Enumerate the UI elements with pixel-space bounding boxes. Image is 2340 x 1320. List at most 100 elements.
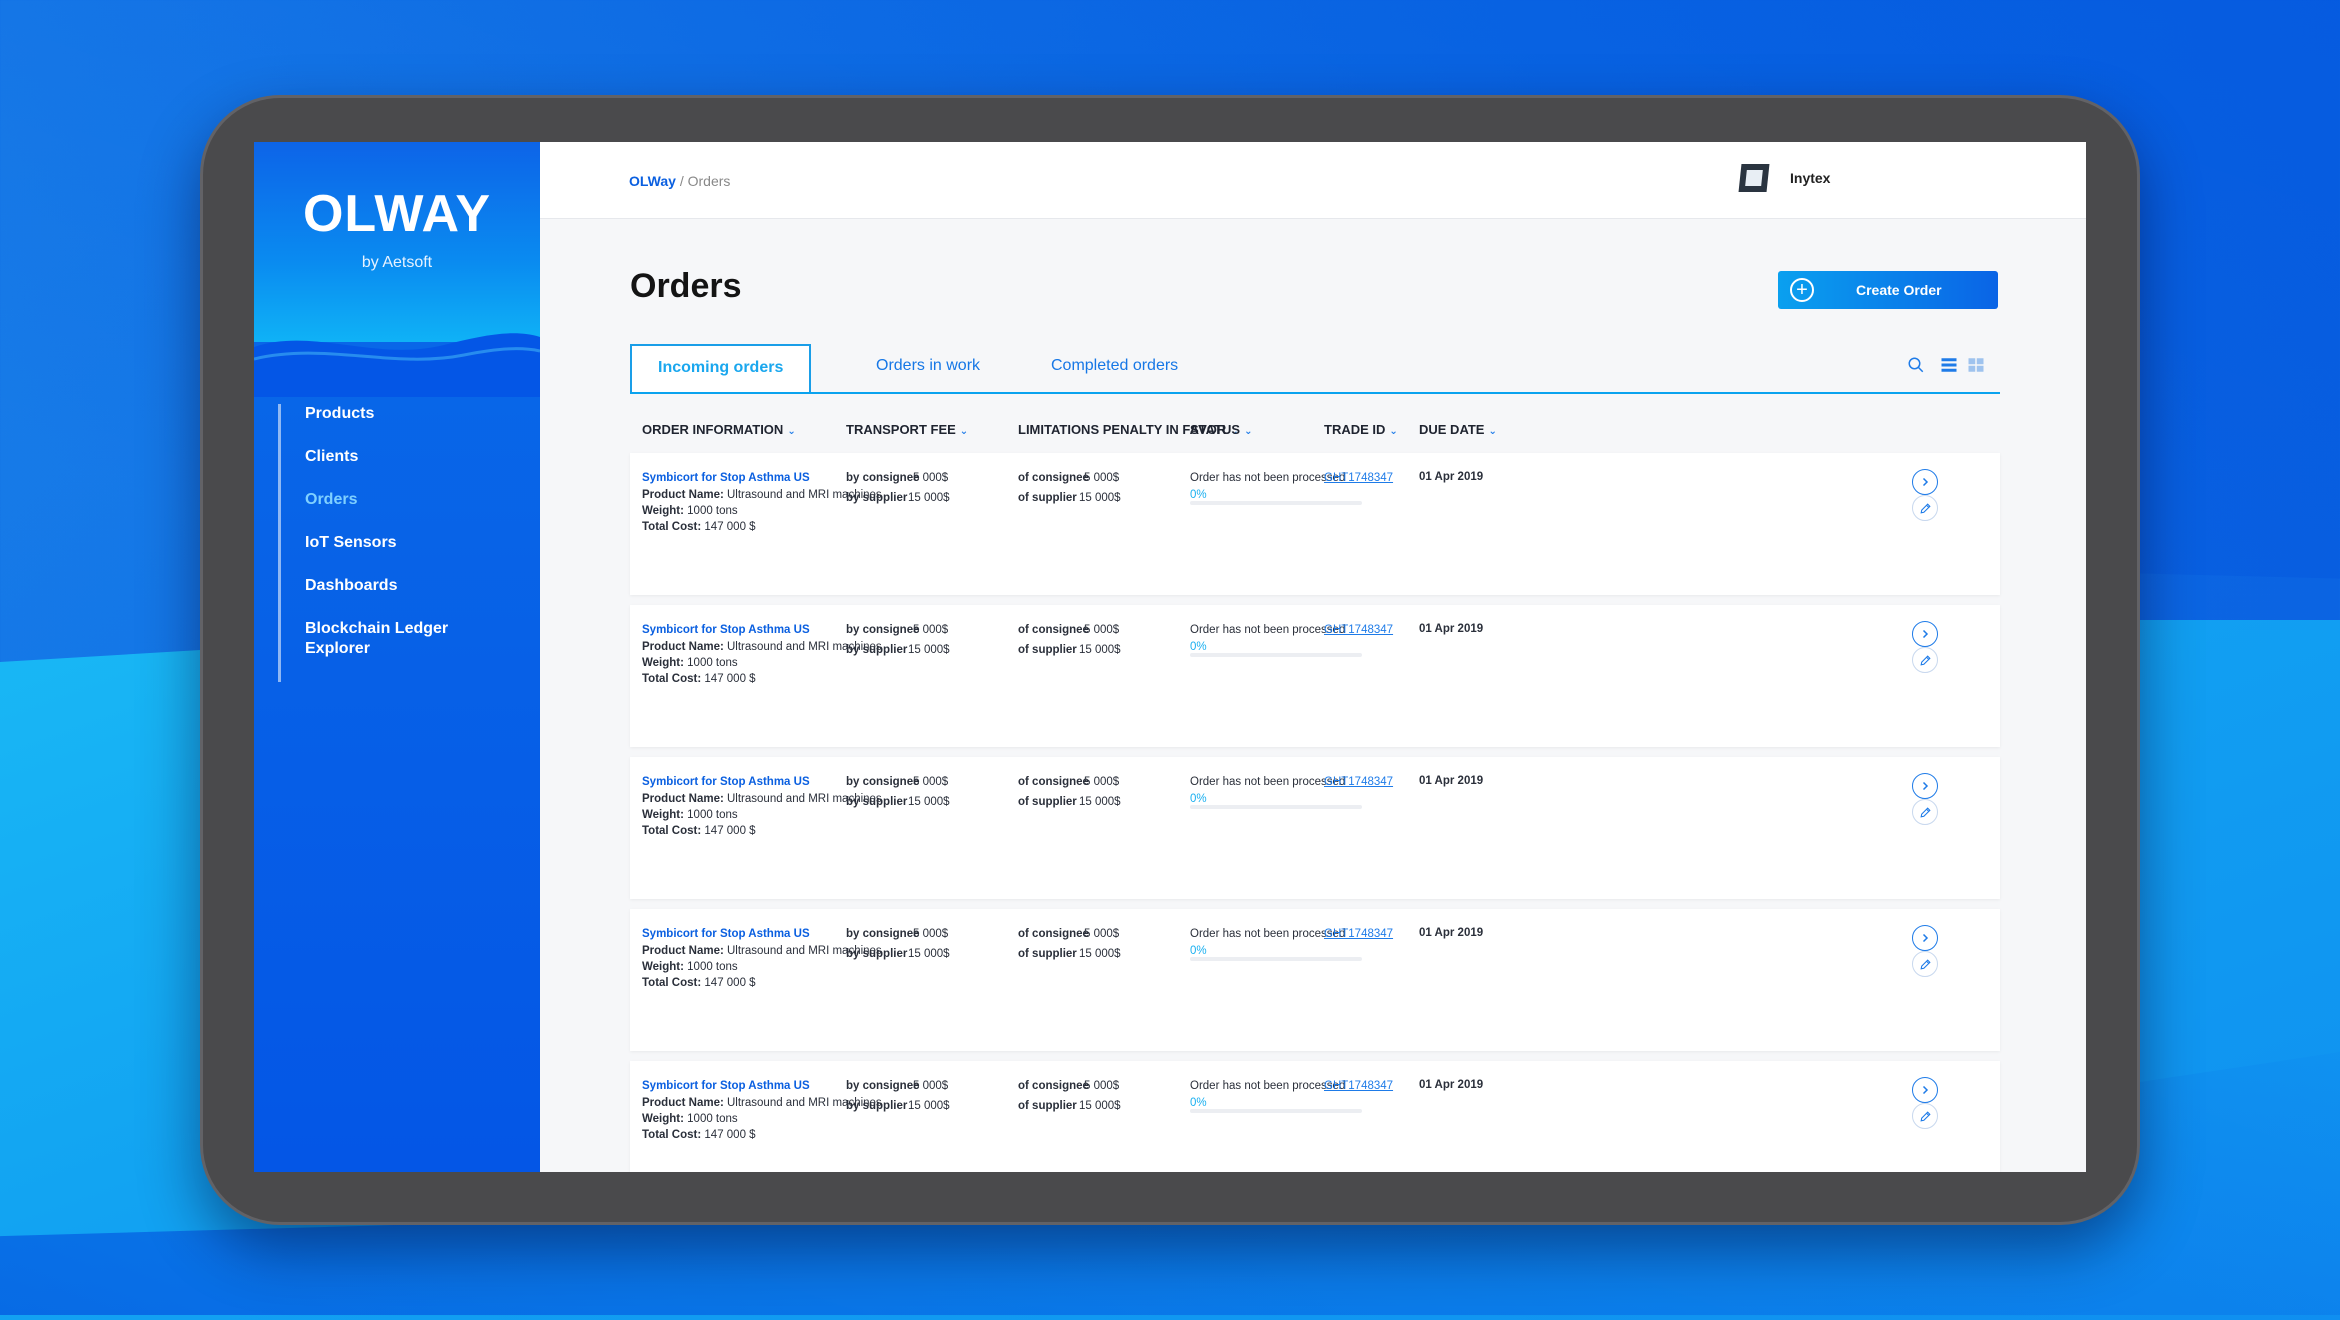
sidebar-item-products[interactable]: Products — [305, 405, 375, 422]
order-product-link[interactable]: Symbicort for Stop Asthma US — [642, 928, 810, 940]
open-order-button[interactable] — [1912, 469, 1938, 495]
edit-order-button[interactable] — [1912, 951, 1938, 977]
edit-order-button[interactable] — [1912, 495, 1938, 521]
field-label: Total Cost: — [642, 977, 702, 989]
order-row[interactable]: Symbicort for Stop Asthma US Product Nam… — [630, 1061, 2000, 1172]
label-text: by consignee — [846, 472, 920, 484]
order-row[interactable]: Symbicort for Stop Asthma US Product Nam… — [630, 757, 2000, 899]
tab-incoming-orders[interactable]: Incoming orders — [630, 344, 812, 392]
column-header-limitations-penalty[interactable]: LIMITATIONS PENALTY IN FAVOR ⌄ — [1018, 422, 1239, 437]
field-value: Ultrasound and MRI machines — [727, 641, 882, 653]
penalty-supplier-value: 15 000$ — [1079, 644, 1121, 656]
pencil-icon — [1919, 502, 1931, 514]
order-row[interactable]: Symbicort for Stop Asthma US Product Nam… — [630, 909, 2000, 1051]
status-text: Order has not been processed — [1190, 776, 1346, 788]
trade-id-link[interactable]: GHT1748347 — [1324, 472, 1394, 484]
chevron-down-icon: ⌄ — [1488, 426, 1497, 437]
open-order-button[interactable] — [1912, 925, 1938, 951]
sidebar: OLWAY by Aetsoft Products Clients Orders Io… — [254, 142, 540, 1172]
chevron-right-icon — [1922, 933, 1929, 943]
penalty-supplier-label: of supplier — [1018, 796, 1077, 808]
company-logo-icon — [1738, 164, 1770, 192]
column-header-order-information[interactable]: ORDER INFORMATION ⌄ — [642, 422, 796, 437]
penalty-consignee-value: 5 000$ — [1084, 928, 1120, 940]
column-label: TRANSPORT FEE — [846, 422, 956, 437]
label-text: of supplier — [1018, 492, 1077, 504]
column-label: LIMITATIONS PENALTY IN FAVOR — [1018, 422, 1227, 437]
progress-percent: 0% — [1190, 641, 1207, 653]
due-date: 01 Apr 2019 — [1419, 623, 1484, 635]
field-value: 147 000 $ — [704, 1129, 756, 1141]
open-order-button[interactable] — [1912, 1077, 1938, 1103]
edit-order-button[interactable] — [1912, 1103, 1938, 1129]
label-text: by supplier — [846, 948, 908, 960]
order-total-cost: Total Cost: 147 000 $ — [642, 1129, 756, 1141]
trade-id-link[interactable]: GHT1748347 — [1324, 928, 1394, 940]
trade-id-link[interactable]: GHT1748347 — [1324, 1080, 1394, 1092]
sidebar-item-iot-sensors[interactable]: IoT Sensors — [305, 534, 397, 551]
field-label: Total Cost: — [642, 1129, 702, 1141]
grid-view-icon[interactable] — [1967, 356, 1985, 374]
column-header-due-date[interactable]: DUE DATE ⌄ — [1419, 422, 1497, 437]
field-label: Product Name: — [642, 793, 724, 805]
label-text: by consignee — [846, 776, 920, 788]
company-switcher[interactable]: Inytex — [1738, 164, 1830, 192]
fee-supplier-label: by supplier — [846, 492, 907, 504]
list-view-icon[interactable] — [1940, 356, 1958, 374]
create-order-label: Create Order — [1856, 282, 1942, 298]
sidebar-item-orders[interactable]: Orders — [305, 491, 358, 508]
order-product-link[interactable]: Symbicort for Stop Asthma US — [642, 624, 810, 636]
column-header-transport-fee[interactable]: TRANSPORT FEE ⌄ — [846, 422, 968, 437]
field-label: Product Name: — [642, 641, 724, 653]
edit-order-button[interactable] — [1912, 799, 1938, 825]
chevron-down-icon: ⌄ — [959, 426, 969, 437]
fee-consignee-value: 5 000$ — [913, 928, 949, 940]
sidebar-item-blockchain-ledger-explorer[interactable]: Blockchain Ledger Explorer — [305, 620, 449, 657]
order-product-name: Product Name: Ultrasound and MRI machine… — [642, 1097, 882, 1109]
order-product-link[interactable]: Symbicort for Stop Asthma US — [642, 472, 810, 484]
order-product-link[interactable]: Symbicort for Stop Asthma US — [642, 776, 810, 788]
search-icon[interactable] — [1907, 356, 1925, 374]
label-text: by consignee — [846, 624, 920, 636]
table-header: ORDER INFORMATION ⌄ TRANSPORT FEE ⌄ LIMITA… — [630, 422, 2000, 444]
order-row[interactable]: Symbicort for Stop Asthma US Product Nam… — [630, 605, 2000, 747]
field-value: 1000 tons — [687, 505, 738, 517]
penalty-supplier-label: of supplier — [1018, 948, 1077, 960]
progress-percent: 0% — [1190, 793, 1207, 805]
status-text: Order has not been processed — [1190, 472, 1346, 484]
breadcrumb-home-link[interactable]: OLWay — [629, 173, 676, 189]
trade-id-link[interactable]: GHT1748347 — [1324, 776, 1394, 788]
field-value: Ultrasound and MRI machines — [727, 945, 882, 957]
open-order-button[interactable] — [1912, 621, 1938, 647]
column-label: ORDER INFORMATION — [642, 422, 784, 437]
edit-order-button[interactable] — [1912, 647, 1938, 673]
order-weight: Weight: 1000 tons — [642, 809, 738, 821]
sidebar-item-dashboards[interactable]: Dashboards — [305, 577, 398, 594]
sidebar-item-clients[interactable]: Clients — [305, 448, 359, 465]
penalty-consignee-label: of consignee — [1018, 472, 1089, 484]
due-date: 01 Apr 2019 — [1419, 471, 1484, 483]
trade-id-link[interactable]: GHT1748347 — [1324, 624, 1394, 636]
app-screen: OLWAY by Aetsoft Products Clients Orders Io… — [254, 142, 2086, 1172]
fee-supplier-value: 15 000$ — [908, 492, 950, 504]
tab-orders-in-work[interactable]: Orders in work — [876, 357, 981, 374]
penalty-supplier-value: 15 000$ — [1079, 948, 1121, 960]
column-header-status[interactable]: STATUS ⌄ — [1190, 422, 1252, 437]
create-order-button[interactable]: + Create Order — [1778, 271, 1998, 309]
penalty-consignee-label: of consignee — [1018, 928, 1089, 940]
fee-consignee-value: 5 000$ — [913, 472, 949, 484]
brand-logo[interactable]: OLWAY — [302, 185, 491, 243]
order-row[interactable]: Symbicort for Stop Asthma US Product Nam… — [630, 453, 2000, 595]
progress-bar — [1190, 1109, 1362, 1113]
progress-bar — [1190, 501, 1362, 505]
chevron-right-icon — [1922, 629, 1929, 639]
progress-bar — [1190, 653, 1362, 657]
tab-completed-orders[interactable]: Completed orders — [1051, 357, 1179, 374]
order-product-link[interactable]: Symbicort for Stop Asthma US — [642, 1080, 810, 1092]
penalty-supplier-value: 15 000$ — [1079, 796, 1121, 808]
column-header-trade-id[interactable]: TRADE ID ⌄ — [1324, 422, 1398, 437]
open-order-button[interactable] — [1912, 773, 1938, 799]
fee-consignee-label: by consignee — [846, 624, 920, 636]
order-total-cost: Total Cost: 147 000 $ — [642, 521, 756, 533]
top-bar: OLWay / Orders Inytex — [540, 142, 2086, 219]
